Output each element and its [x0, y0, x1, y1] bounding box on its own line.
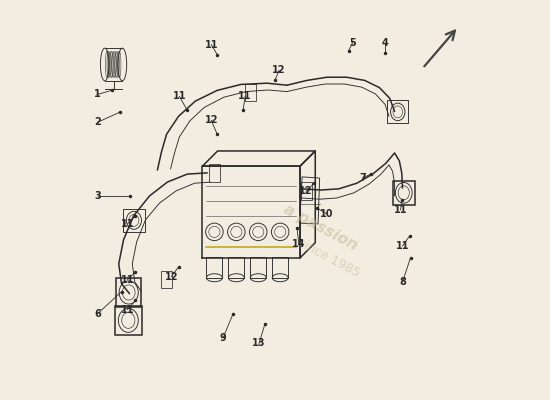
Text: 2: 2 [94, 117, 101, 127]
Bar [209, 164, 220, 182]
Text: since 1985: since 1985 [295, 236, 362, 280]
Bar [123, 209, 145, 232]
Bar [115, 306, 142, 335]
Bar [161, 271, 172, 288]
Text: 14: 14 [292, 239, 306, 249]
Text: 12: 12 [164, 272, 178, 282]
Text: 8: 8 [399, 277, 406, 287]
Bar [272, 257, 288, 278]
Text: 1: 1 [94, 89, 101, 99]
Text: 11: 11 [121, 219, 134, 229]
Bar [116, 278, 141, 307]
Text: 6: 6 [94, 309, 101, 319]
Text: 13: 13 [252, 338, 266, 348]
Bar [228, 257, 244, 278]
Text: 11: 11 [121, 275, 134, 285]
Text: 11: 11 [396, 241, 409, 251]
Text: 11: 11 [394, 205, 408, 215]
Text: 5: 5 [349, 38, 356, 48]
Text: 7: 7 [359, 173, 366, 183]
Bar [245, 84, 256, 101]
Text: a passion: a passion [282, 202, 360, 254]
Bar [250, 257, 266, 278]
Text: 12: 12 [205, 115, 218, 125]
Bar [387, 100, 408, 124]
Text: 3: 3 [94, 191, 101, 201]
Bar [206, 257, 222, 278]
Text: 10: 10 [320, 209, 333, 219]
Text: 4: 4 [381, 38, 388, 48]
Text: 11: 11 [205, 40, 218, 50]
Text: 12: 12 [272, 66, 286, 76]
Text: 11: 11 [121, 305, 134, 315]
Bar [300, 182, 312, 200]
Text: 11: 11 [238, 91, 252, 101]
Bar [393, 181, 415, 205]
Text: 11: 11 [173, 91, 186, 101]
Text: 12: 12 [299, 186, 313, 196]
Text: 9: 9 [220, 332, 227, 342]
